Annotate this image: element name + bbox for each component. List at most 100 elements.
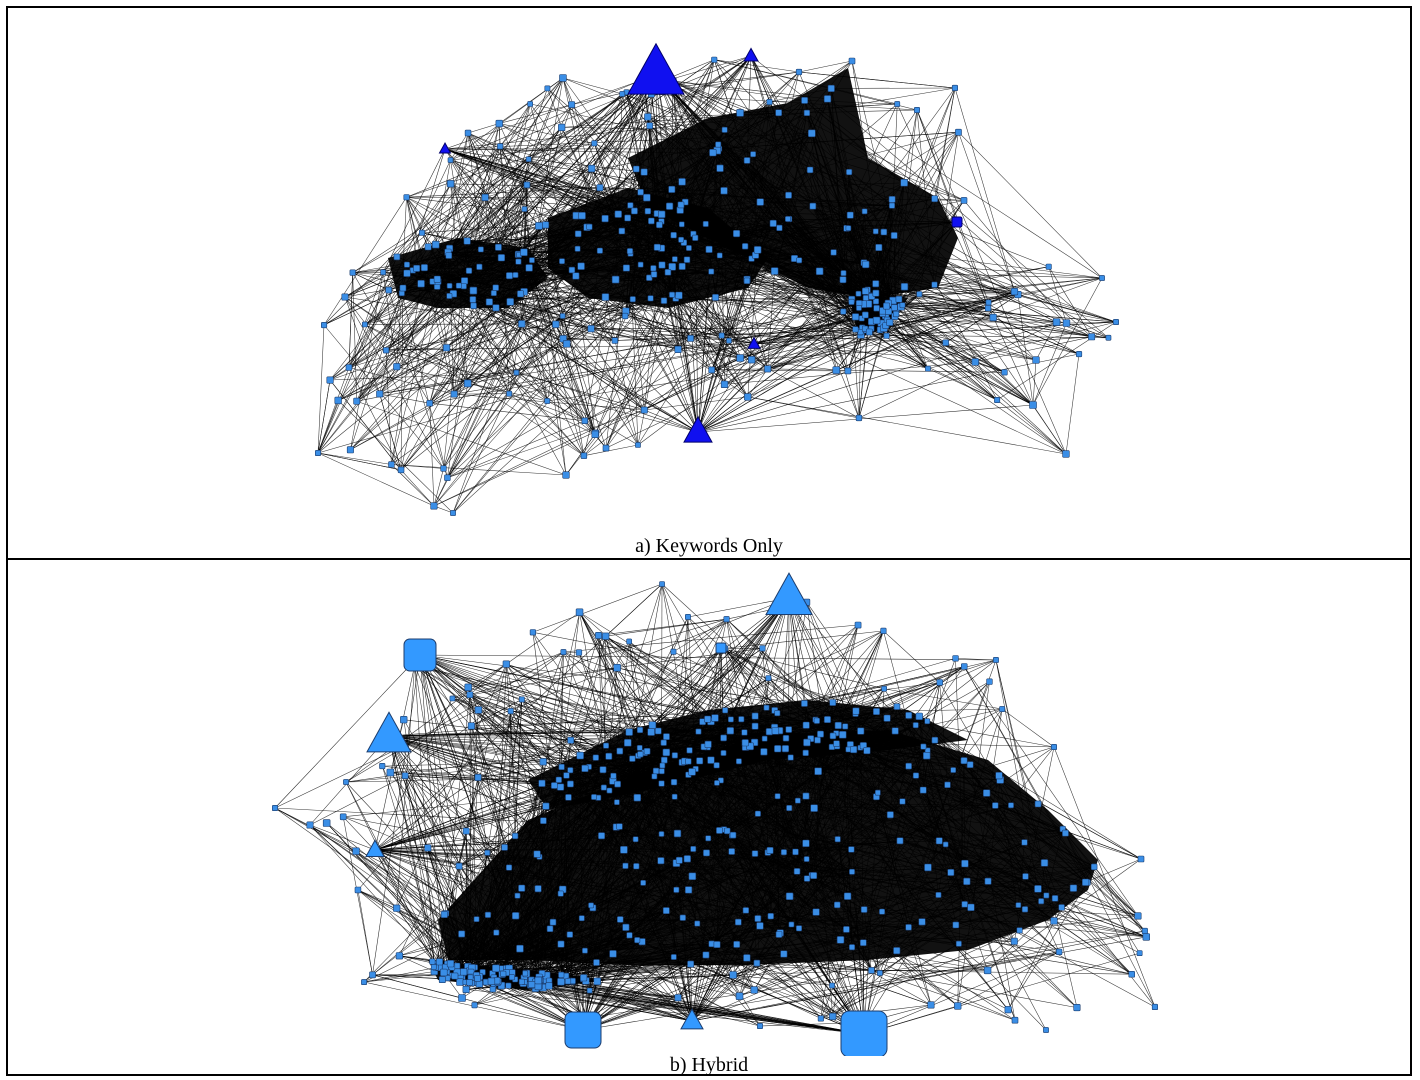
network-node (544, 85, 551, 92)
hub-edge (444, 148, 935, 285)
network-node (640, 168, 648, 176)
edge (739, 858, 807, 997)
edge (1048, 266, 1092, 337)
edge (680, 204, 889, 304)
hub-edge (697, 310, 884, 433)
network-node (403, 269, 411, 277)
hub-edge (388, 73, 657, 291)
edge (1017, 277, 1103, 295)
hub-edge (444, 148, 567, 344)
network-node (512, 272, 519, 278)
edge (317, 324, 325, 454)
edge (618, 214, 655, 275)
edge (768, 677, 967, 882)
edge (1032, 359, 1037, 406)
network-node (674, 345, 682, 354)
edge (740, 315, 886, 359)
edge (893, 87, 956, 236)
network-node (346, 446, 354, 454)
network-node (796, 257, 803, 264)
edge (719, 131, 959, 150)
network-node (517, 290, 524, 298)
network-node (413, 264, 421, 272)
edge (469, 694, 620, 752)
edge (772, 100, 805, 224)
edge (711, 335, 887, 371)
edge (804, 60, 853, 101)
edge (673, 618, 727, 652)
edge (688, 144, 719, 249)
edge (579, 612, 703, 722)
edge (309, 775, 406, 826)
edge (875, 235, 895, 284)
edge (545, 224, 573, 271)
network-node (665, 202, 674, 210)
edge (391, 464, 444, 469)
edge (456, 933, 462, 966)
network-node (1001, 369, 1008, 376)
hub-edge (697, 246, 746, 433)
edge (684, 201, 721, 256)
network-node (865, 328, 873, 336)
edge (317, 400, 339, 454)
network-node (678, 221, 685, 228)
edge (819, 270, 1103, 279)
hub-edge (750, 55, 877, 284)
edge (613, 775, 662, 835)
edge (995, 805, 1095, 868)
edge (536, 797, 599, 855)
hub-edge (450, 73, 657, 161)
network-node (890, 232, 898, 239)
network-node (823, 95, 832, 103)
network-node (446, 180, 455, 188)
network-node (650, 271, 658, 278)
network-node (888, 202, 895, 209)
edge (915, 724, 1000, 776)
edge (499, 59, 715, 147)
edge (508, 721, 703, 868)
hub-edge (697, 262, 865, 433)
edge (723, 737, 1055, 748)
edge (344, 264, 408, 298)
edge (876, 796, 940, 842)
edge (562, 253, 631, 317)
hub-edge (681, 181, 699, 433)
edge (788, 133, 812, 196)
hub-edge (575, 55, 752, 277)
hub-edge (753, 328, 866, 345)
hub-edge (453, 73, 657, 395)
edge (350, 393, 455, 451)
hub-edge (653, 55, 752, 269)
edge (518, 254, 675, 260)
edge (309, 824, 464, 974)
network-node (678, 178, 686, 186)
edge (970, 907, 1156, 1008)
edge (875, 231, 1057, 323)
edge (345, 781, 440, 962)
edge (882, 310, 976, 363)
edge (547, 368, 768, 402)
hub-edge (382, 148, 446, 273)
edge (1037, 882, 1086, 890)
edge (663, 721, 703, 743)
edge (958, 833, 1066, 944)
edge (1065, 353, 1080, 455)
edge (465, 777, 479, 983)
edge (467, 343, 567, 384)
network-node (801, 97, 808, 104)
edge (725, 630, 884, 649)
edge (495, 271, 712, 309)
edge (717, 101, 770, 151)
edge (484, 123, 500, 198)
edge (406, 196, 502, 258)
edge (939, 682, 1012, 806)
network-node (581, 417, 589, 424)
edge (880, 317, 994, 331)
edge (676, 702, 833, 864)
edge (687, 746, 1055, 860)
edge (399, 955, 435, 972)
edge (427, 246, 490, 303)
network-node (506, 298, 514, 306)
network-node (420, 264, 428, 272)
hub-edge (655, 73, 758, 251)
